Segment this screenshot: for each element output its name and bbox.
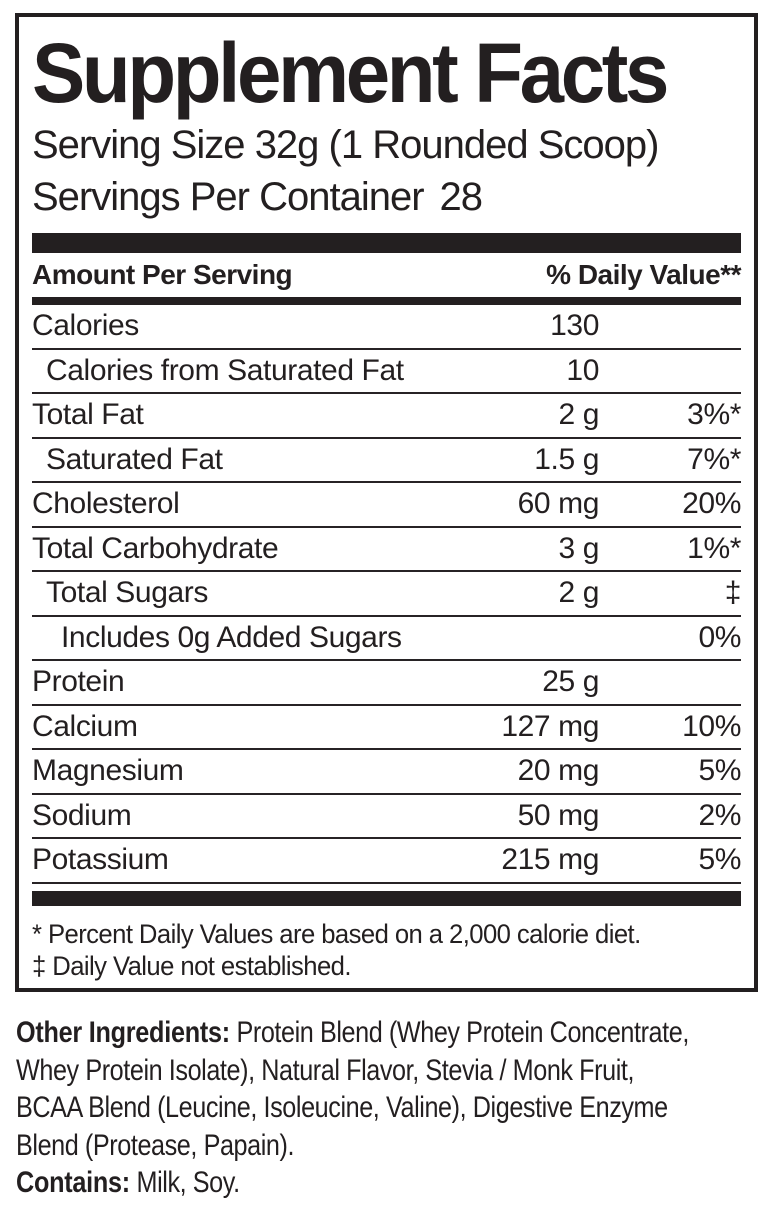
nutrient-name: Calcium	[32, 709, 138, 743]
nutrient-row: Total Carbohydrate 3 g 1%*	[32, 528, 741, 572]
ingredients-line-4: Blend (Protease, Papain).	[16, 1127, 654, 1165]
nutrient-amount: 25 g	[542, 665, 599, 699]
serving-size-label: Serving Size	[32, 123, 246, 167]
nutrient-amount: 127 mg	[501, 709, 599, 743]
nutrient-daily-value: 10%	[682, 709, 741, 743]
nutrient-row: Calories from Saturated Fat 10	[32, 350, 741, 394]
nutrient-row: Magnesium 20 mg 5%	[32, 750, 741, 795]
contains-label: Contains:	[16, 1166, 130, 1199]
nutrient-amount: 215 mg	[501, 843, 599, 877]
nutrient-row: Saturated Fat 1.5 g 7%*	[32, 439, 741, 483]
nutrient-row: Sodium 50 mg 2%	[32, 795, 741, 839]
nutrient-row: Cholesterol 60 mg 20%	[32, 483, 741, 528]
separator-bar-thick-bottom	[32, 890, 741, 906]
supplement-facts-panel: Supplement Facts Serving Size 32g (1 Rou…	[15, 13, 758, 992]
nutrient-daily-value: 0%	[698, 620, 741, 654]
other-ingredients-label: Other Ingredients:	[16, 1016, 230, 1049]
ingredients-line-1: Other Ingredients: Protein Blend (Whey P…	[16, 1014, 689, 1052]
nutrient-name: Potassium	[32, 843, 169, 877]
ingredients-text-1: Protein Blend (Whey Protein Concentrate,	[236, 1016, 689, 1049]
ingredients-text-3: BCAA Blend (Leucine, Isoleucine, Valine)…	[16, 1091, 668, 1124]
nutrient-row: Calcium 127 mg 10%	[32, 706, 741, 750]
nutrient-name: Calories	[32, 309, 139, 343]
nutrient-row: Potassium 215 mg 5%	[32, 839, 741, 884]
nutrient-daily-value: 3%*	[687, 398, 741, 432]
nutrient-daily-value: 1%*	[687, 531, 741, 565]
nutrient-daily-value: 2%	[698, 798, 741, 832]
serving-size-line: Serving Size 32g (1 Rounded Scoop)	[32, 119, 741, 171]
nutrient-name: Total Fat	[32, 398, 144, 432]
nutrient-row: Includes 0g Added Sugars 0%	[32, 617, 741, 661]
ingredients-line-2: Whey Protein Isolate), Natural Flavor, S…	[16, 1052, 654, 1090]
nutrient-name: Calories from Saturated Fat	[46, 353, 404, 387]
ingredients-text-2: Whey Protein Isolate), Natural Flavor, S…	[16, 1053, 635, 1087]
nutrient-row: Total Fat 2 g 3%*	[32, 394, 741, 439]
nutrient-daily-value: 5%	[698, 843, 741, 877]
separator-bar-thick-top	[32, 233, 741, 253]
nutrient-amount: 10	[566, 353, 599, 387]
footnote-not-established: ‡ Daily Value not established.	[32, 950, 352, 981]
ingredients-line-3: BCAA Blend (Leucine, Isoleucine, Valine)…	[16, 1089, 668, 1127]
nutrient-row: Total Sugars 2 g ‡	[32, 572, 741, 617]
nutrient-daily-value: 20%	[682, 487, 741, 521]
nutrient-name: Protein	[32, 665, 125, 699]
contains-line: Contains: Milk, Soy.	[16, 1164, 654, 1202]
ingredients-text-4: Blend (Protease, Papain).	[16, 1128, 295, 1162]
nutrient-row: Calories 130	[32, 305, 741, 350]
nutrient-amount: 50 mg	[517, 798, 600, 832]
servings-per-container-value: 28	[439, 175, 483, 219]
nutrient-daily-value: ‡	[724, 576, 742, 610]
servings-per-container-label: Servings Per Container	[32, 175, 425, 219]
column-header-row: Amount Per Serving % Daily Value**	[32, 253, 741, 297]
nutrient-amount: 130	[550, 309, 599, 343]
nutrient-table: Calories 130 Calories from Saturated Fat…	[32, 305, 741, 884]
amount-per-serving-header: Amount Per Serving	[32, 259, 293, 290]
nutrient-daily-value: 7%*	[687, 442, 741, 476]
nutrient-name: Cholesterol	[32, 487, 180, 521]
nutrient-name: Saturated Fat	[46, 442, 223, 476]
nutrient-name: Includes 0g Added Sugars	[61, 620, 402, 654]
nutrient-amount: 2 g	[558, 398, 599, 432]
contains-value: Milk, Soy.	[136, 1166, 241, 1199]
servings-per-container-line: Servings Per Container 28	[32, 171, 741, 223]
nutrient-daily-value: 5%	[698, 754, 741, 788]
nutrient-row: Protein 25 g	[32, 661, 741, 706]
other-ingredients-section: Other Ingredients: Protein Blend (Whey P…	[16, 1014, 776, 1202]
nutrient-amount: 20 mg	[517, 754, 600, 788]
nutrient-name: Total Sugars	[46, 576, 208, 610]
nutrient-amount: 3 g	[558, 531, 599, 565]
nutrient-amount: 1.5 g	[534, 442, 599, 476]
serving-size-value: 32g (1 Rounded Scoop)	[254, 123, 660, 167]
separator-bar-medium	[32, 297, 741, 305]
nutrient-amount: 2 g	[558, 576, 599, 610]
daily-value-header: % Daily Value**	[546, 259, 741, 290]
nutrient-name: Sodium	[32, 798, 132, 832]
nutrient-name: Total Carbohydrate	[32, 531, 279, 565]
nutrient-name: Magnesium	[32, 754, 184, 788]
panel-title: Supplement Facts	[32, 26, 669, 120]
nutrient-amount: 60 mg	[517, 487, 600, 521]
footnote-daily-values: * Percent Daily Values are based on a 2,…	[32, 918, 641, 949]
footnotes: * Percent Daily Values are based on a 2,…	[32, 918, 706, 982]
